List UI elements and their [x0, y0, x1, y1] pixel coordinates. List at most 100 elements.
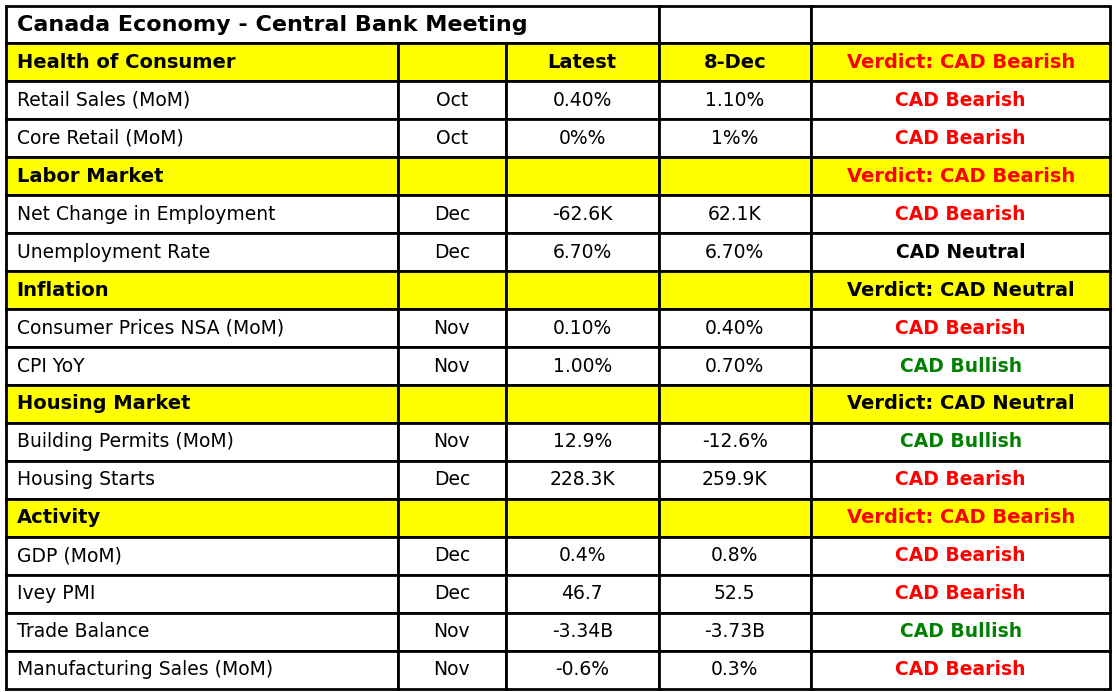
Bar: [397, 347, 506, 385]
Text: Manufacturing Sales (MoM): Manufacturing Sales (MoM): [17, 660, 273, 679]
Text: 52.5: 52.5: [714, 584, 756, 603]
Bar: [506, 82, 658, 120]
Bar: [506, 195, 658, 233]
Bar: [658, 44, 811, 82]
Bar: [811, 82, 1110, 120]
Text: 1%%: 1%%: [711, 129, 759, 148]
Text: CAD Bearish: CAD Bearish: [895, 129, 1026, 148]
Bar: [658, 612, 811, 650]
Text: Labor Market: Labor Market: [17, 167, 163, 185]
Bar: [658, 82, 811, 120]
Text: GDP (MoM): GDP (MoM): [17, 546, 122, 565]
Bar: [811, 461, 1110, 499]
Text: 0.40%: 0.40%: [705, 318, 764, 338]
Bar: [658, 309, 811, 347]
Bar: [658, 423, 811, 461]
Text: CAD Bearish: CAD Bearish: [895, 546, 1026, 565]
Text: Housing Market: Housing Market: [17, 394, 190, 413]
Text: CAD Bearish: CAD Bearish: [895, 660, 1026, 679]
Bar: [506, 309, 658, 347]
Bar: [6, 195, 397, 233]
Bar: [811, 157, 1110, 195]
Text: CAD Bearish: CAD Bearish: [895, 91, 1026, 110]
Bar: [397, 157, 506, 195]
Text: 62.1K: 62.1K: [708, 205, 761, 224]
Bar: [6, 6, 658, 44]
Bar: [6, 574, 397, 612]
Bar: [811, 195, 1110, 233]
Text: CAD Bearish: CAD Bearish: [895, 584, 1026, 603]
Text: Core Retail (MoM): Core Retail (MoM): [17, 129, 183, 148]
Bar: [506, 233, 658, 271]
Bar: [658, 6, 811, 44]
Text: 12.9%: 12.9%: [552, 432, 612, 451]
Bar: [658, 157, 811, 195]
Bar: [6, 309, 397, 347]
Text: CAD Bullish: CAD Bullish: [899, 622, 1022, 641]
Bar: [811, 347, 1110, 385]
Text: -12.6%: -12.6%: [702, 432, 768, 451]
Text: Building Permits (MoM): Building Permits (MoM): [17, 432, 233, 451]
Bar: [6, 385, 397, 423]
Text: Canada Economy - Central Bank Meeting: Canada Economy - Central Bank Meeting: [17, 15, 528, 35]
Bar: [811, 233, 1110, 271]
Bar: [397, 650, 506, 689]
Bar: [397, 385, 506, 423]
Bar: [506, 44, 658, 82]
Bar: [397, 499, 506, 537]
Bar: [811, 309, 1110, 347]
Bar: [811, 650, 1110, 689]
Bar: [811, 537, 1110, 574]
Text: Nov: Nov: [434, 318, 470, 338]
Bar: [397, 233, 506, 271]
Bar: [658, 120, 811, 157]
Text: Housing Starts: Housing Starts: [17, 471, 155, 489]
Bar: [397, 423, 506, 461]
Bar: [506, 650, 658, 689]
Bar: [397, 309, 506, 347]
Text: 0%%: 0%%: [559, 129, 606, 148]
Bar: [506, 423, 658, 461]
Bar: [397, 574, 506, 612]
Text: Dec: Dec: [434, 471, 470, 489]
Bar: [658, 574, 811, 612]
Text: Verdict: CAD Neutral: Verdict: CAD Neutral: [847, 394, 1075, 413]
Text: 0.10%: 0.10%: [552, 318, 612, 338]
Text: CAD Bearish: CAD Bearish: [895, 471, 1026, 489]
Text: Net Change in Employment: Net Change in Employment: [17, 205, 276, 224]
Bar: [6, 650, 397, 689]
Text: Dec: Dec: [434, 205, 470, 224]
Bar: [658, 233, 811, 271]
Text: -62.6K: -62.6K: [552, 205, 613, 224]
Text: Oct: Oct: [436, 129, 468, 148]
Bar: [811, 423, 1110, 461]
Text: Dec: Dec: [434, 243, 470, 262]
Text: Consumer Prices NSA (MoM): Consumer Prices NSA (MoM): [17, 318, 283, 338]
Bar: [506, 537, 658, 574]
Bar: [811, 44, 1110, 82]
Text: Verdict: CAD Neutral: Verdict: CAD Neutral: [847, 281, 1075, 300]
Text: Nov: Nov: [434, 622, 470, 641]
Text: Oct: Oct: [436, 91, 468, 110]
Text: 0.3%: 0.3%: [711, 660, 759, 679]
Bar: [397, 120, 506, 157]
Text: -0.6%: -0.6%: [556, 660, 609, 679]
Bar: [6, 612, 397, 650]
Bar: [397, 612, 506, 650]
Bar: [811, 385, 1110, 423]
Text: Latest: Latest: [548, 53, 617, 72]
Bar: [6, 157, 397, 195]
Bar: [658, 461, 811, 499]
Text: CAD Bearish: CAD Bearish: [895, 205, 1026, 224]
Text: 0.4%: 0.4%: [558, 546, 606, 565]
Bar: [811, 120, 1110, 157]
Text: Nov: Nov: [434, 356, 470, 376]
Bar: [6, 461, 397, 499]
Text: CPI YoY: CPI YoY: [17, 356, 84, 376]
Text: 6.70%: 6.70%: [705, 243, 764, 262]
Text: CAD Bullish: CAD Bullish: [899, 432, 1022, 451]
Text: Ivey PMI: Ivey PMI: [17, 584, 95, 603]
Bar: [658, 385, 811, 423]
Text: 1.00%: 1.00%: [552, 356, 612, 376]
Bar: [6, 499, 397, 537]
